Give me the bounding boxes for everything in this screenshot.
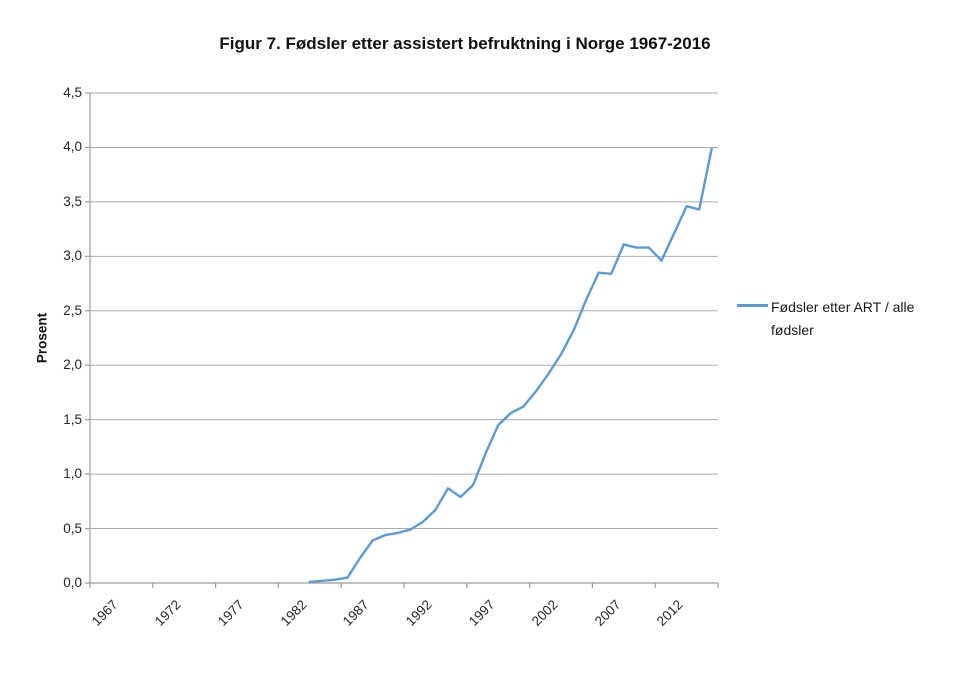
y-tick-label: 0,5	[63, 520, 82, 536]
legend: Fødsler etter ART / alle fødsler	[737, 296, 939, 341]
legend-label: Fødsler etter ART / alle fødsler	[771, 299, 915, 338]
y-tick-label: 0,0	[63, 575, 82, 590]
y-tick-label: 2,5	[63, 302, 82, 318]
y-tick-label: 2,0	[63, 357, 82, 373]
y-tick-label: 3,5	[63, 193, 82, 209]
series-line	[308, 147, 713, 584]
y-tick-label: 1,5	[63, 411, 82, 427]
y-tick-label: 4,5	[63, 85, 82, 100]
y-tick-label: 4,0	[63, 139, 82, 155]
y-tick-label: 3,0	[63, 248, 82, 264]
y-tick-label: 1,0	[63, 466, 82, 482]
chart-title: Figur 7. Fødsler etter assistert befrukt…	[219, 34, 711, 53]
y-axis-title: Prosent	[34, 312, 50, 364]
legend-line-swatch-icon	[737, 304, 768, 307]
